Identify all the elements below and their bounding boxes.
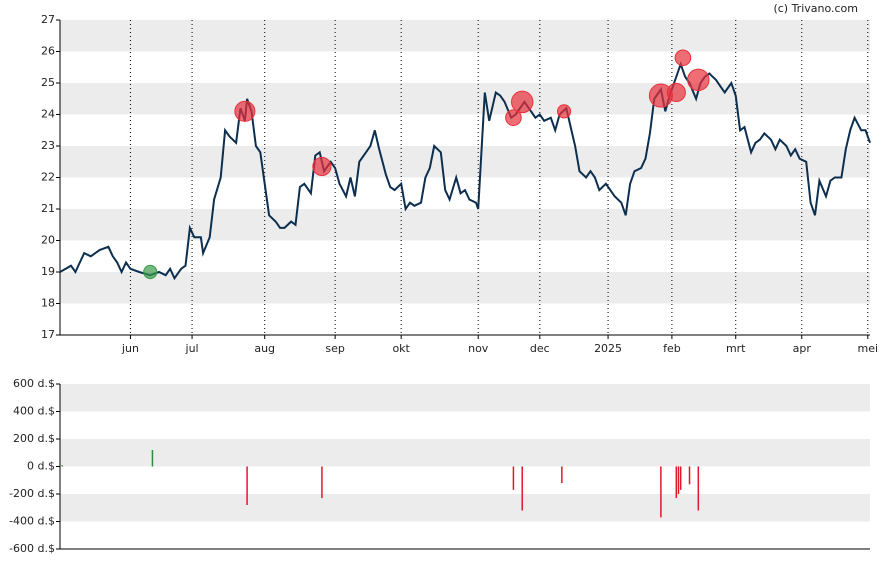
y-tick-label: -400 d.$ <box>9 515 55 528</box>
x-tick-label: apr <box>793 342 812 355</box>
trade-bubble <box>143 264 158 280</box>
y-tick-label: 21 <box>41 202 55 215</box>
trade-bubble <box>666 82 686 103</box>
y-tick-label: 19 <box>41 265 55 278</box>
y-tick-label: 400 d.$ <box>13 405 55 418</box>
x-tick-label: aug <box>254 342 275 355</box>
y-tick-label: -600 d.$ <box>9 542 55 555</box>
y-tick-label: 0 d.$ <box>27 460 55 473</box>
trade-bubble <box>505 109 522 126</box>
x-tick-label: nov <box>468 342 489 355</box>
trade-bubble <box>510 90 534 114</box>
y-tick-label: 18 <box>41 297 55 310</box>
y-tick-label: 22 <box>41 171 55 184</box>
grid-band <box>60 146 870 178</box>
y-tick-label: 27 <box>41 13 55 26</box>
grid-band <box>60 272 870 304</box>
y-tick-label: 200 d.$ <box>13 432 55 445</box>
y-tick-label: 25 <box>41 76 55 89</box>
y-tick-label: 23 <box>41 139 55 152</box>
trade-bubble <box>234 100 256 122</box>
grid-band <box>60 384 870 412</box>
y-tick-label: 26 <box>41 45 55 58</box>
x-tick-label: mrt <box>726 342 746 355</box>
x-tick-label: mei <box>858 342 879 355</box>
grid-band <box>60 209 870 241</box>
trade-bubble <box>687 68 710 92</box>
y-tick-label: 600 d.$ <box>13 377 55 390</box>
x-tick-label: jun <box>121 342 139 355</box>
grid-band <box>60 83 870 115</box>
x-tick-label: feb <box>663 342 681 355</box>
trade-bubble <box>556 104 572 119</box>
x-tick-label: 2025 <box>594 342 622 355</box>
y-tick-label: 24 <box>41 108 55 121</box>
grid-band <box>60 439 870 467</box>
chart-credit: (c) Trivano.com <box>773 2 858 15</box>
grid-band <box>60 20 870 52</box>
y-tick-label: 17 <box>41 328 55 341</box>
trade-bubble <box>312 156 332 177</box>
x-tick-label: sep <box>325 342 344 355</box>
y-tick-label: 20 <box>41 234 55 247</box>
grid-band <box>60 494 870 522</box>
x-tick-label: okt <box>392 342 410 355</box>
price-line <box>59 61 871 281</box>
trade-bubble <box>674 49 692 67</box>
x-tick-label: jul <box>185 342 199 355</box>
x-tick-label: dec <box>530 342 550 355</box>
y-tick-label: -200 d.$ <box>9 487 55 500</box>
